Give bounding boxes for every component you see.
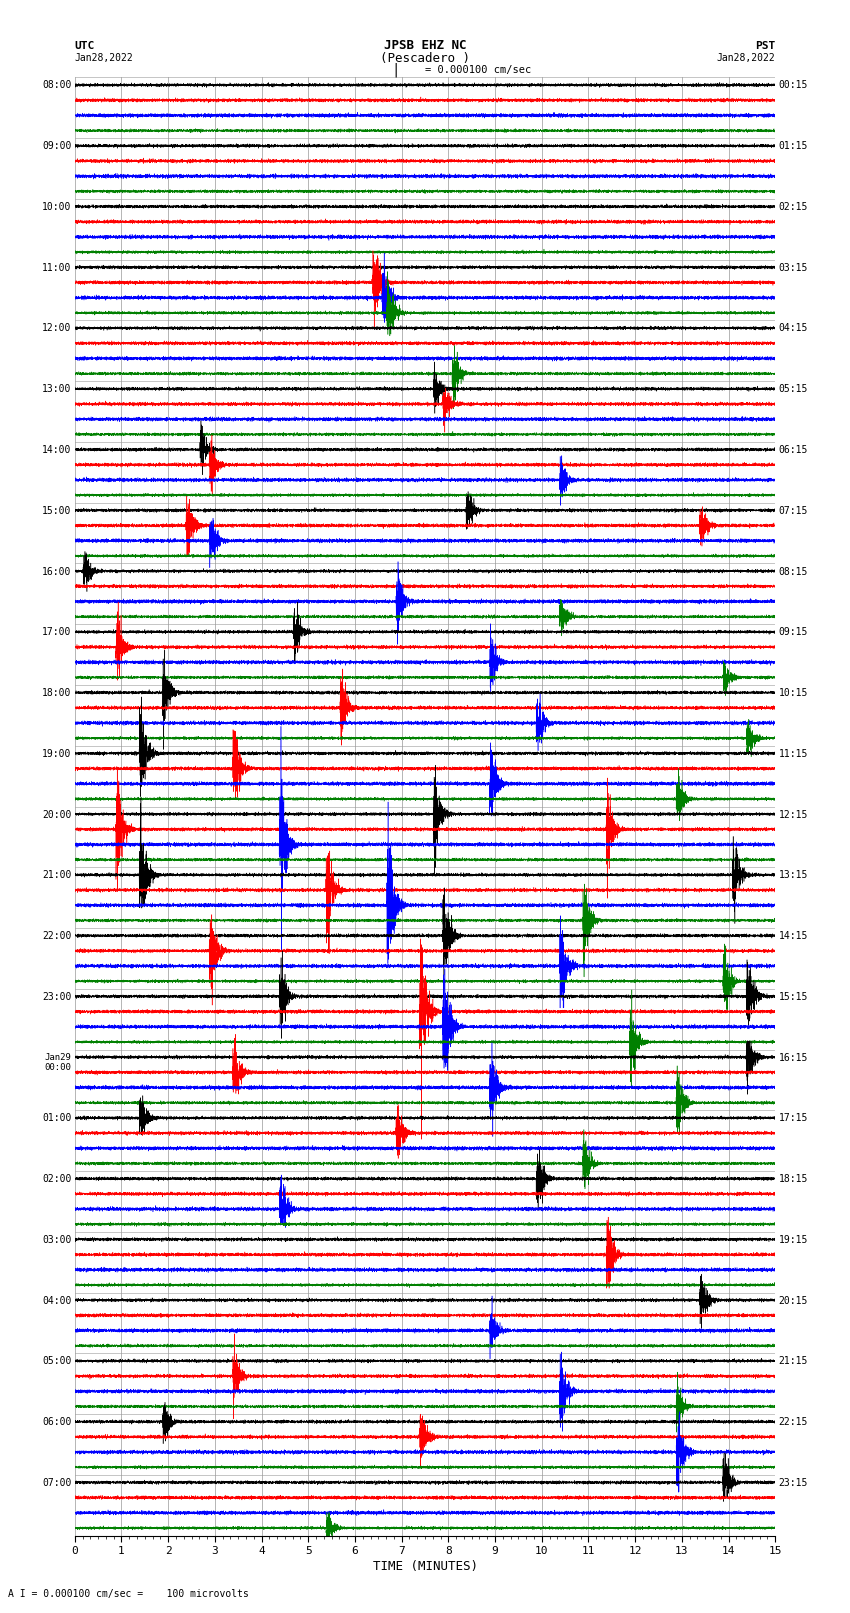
Text: 13:15: 13:15 bbox=[779, 871, 808, 881]
Text: 16:15: 16:15 bbox=[779, 1053, 808, 1063]
Text: 11:00: 11:00 bbox=[42, 263, 71, 273]
Text: 12:00: 12:00 bbox=[42, 324, 71, 334]
Text: 19:15: 19:15 bbox=[779, 1236, 808, 1245]
Text: 22:15: 22:15 bbox=[779, 1418, 808, 1428]
Text: 16:00: 16:00 bbox=[42, 566, 71, 576]
Text: UTC: UTC bbox=[75, 40, 95, 52]
Text: 01:00: 01:00 bbox=[42, 1113, 71, 1123]
Text: 23:00: 23:00 bbox=[42, 992, 71, 1002]
Text: Jan29
00:00: Jan29 00:00 bbox=[44, 1053, 71, 1073]
Text: 23:15: 23:15 bbox=[779, 1478, 808, 1487]
Text: 15:00: 15:00 bbox=[42, 506, 71, 516]
X-axis label: TIME (MINUTES): TIME (MINUTES) bbox=[372, 1560, 478, 1573]
Text: 14:00: 14:00 bbox=[42, 445, 71, 455]
Text: Jan28,2022: Jan28,2022 bbox=[717, 53, 775, 63]
Text: 00:15: 00:15 bbox=[779, 81, 808, 90]
Text: 21:15: 21:15 bbox=[779, 1357, 808, 1366]
Text: 02:00: 02:00 bbox=[42, 1174, 71, 1184]
Text: 07:00: 07:00 bbox=[42, 1478, 71, 1487]
Text: (Pescadero ): (Pescadero ) bbox=[380, 52, 470, 65]
Text: 21:00: 21:00 bbox=[42, 871, 71, 881]
Text: 14:15: 14:15 bbox=[779, 931, 808, 940]
Text: 17:00: 17:00 bbox=[42, 627, 71, 637]
Text: 17:15: 17:15 bbox=[779, 1113, 808, 1123]
Text: JPSB EHZ NC: JPSB EHZ NC bbox=[383, 39, 467, 53]
Text: 06:00: 06:00 bbox=[42, 1418, 71, 1428]
Text: 12:15: 12:15 bbox=[779, 810, 808, 819]
Text: PST: PST bbox=[755, 40, 775, 52]
Text: Jan28,2022: Jan28,2022 bbox=[75, 53, 133, 63]
Text: = 0.000100 cm/sec: = 0.000100 cm/sec bbox=[425, 65, 531, 76]
Text: 10:15: 10:15 bbox=[779, 689, 808, 698]
Text: 11:15: 11:15 bbox=[779, 748, 808, 758]
Text: 05:00: 05:00 bbox=[42, 1357, 71, 1366]
Text: 01:15: 01:15 bbox=[779, 142, 808, 152]
Text: 07:15: 07:15 bbox=[779, 506, 808, 516]
Text: 08:15: 08:15 bbox=[779, 566, 808, 576]
Text: 18:15: 18:15 bbox=[779, 1174, 808, 1184]
Text: 03:15: 03:15 bbox=[779, 263, 808, 273]
Text: A I = 0.000100 cm/sec =    100 microvolts: A I = 0.000100 cm/sec = 100 microvolts bbox=[8, 1589, 249, 1598]
Text: 04:00: 04:00 bbox=[42, 1295, 71, 1305]
Text: |: | bbox=[391, 63, 399, 76]
Text: 04:15: 04:15 bbox=[779, 324, 808, 334]
Text: 06:15: 06:15 bbox=[779, 445, 808, 455]
Text: 13:00: 13:00 bbox=[42, 384, 71, 394]
Text: 19:00: 19:00 bbox=[42, 748, 71, 758]
Text: 18:00: 18:00 bbox=[42, 689, 71, 698]
Text: 15:15: 15:15 bbox=[779, 992, 808, 1002]
Text: 09:15: 09:15 bbox=[779, 627, 808, 637]
Text: 10:00: 10:00 bbox=[42, 202, 71, 211]
Text: 02:15: 02:15 bbox=[779, 202, 808, 211]
Text: 09:00: 09:00 bbox=[42, 142, 71, 152]
Text: 05:15: 05:15 bbox=[779, 384, 808, 394]
Text: 22:00: 22:00 bbox=[42, 931, 71, 940]
Text: 20:15: 20:15 bbox=[779, 1295, 808, 1305]
Text: 20:00: 20:00 bbox=[42, 810, 71, 819]
Text: 03:00: 03:00 bbox=[42, 1236, 71, 1245]
Text: 08:00: 08:00 bbox=[42, 81, 71, 90]
